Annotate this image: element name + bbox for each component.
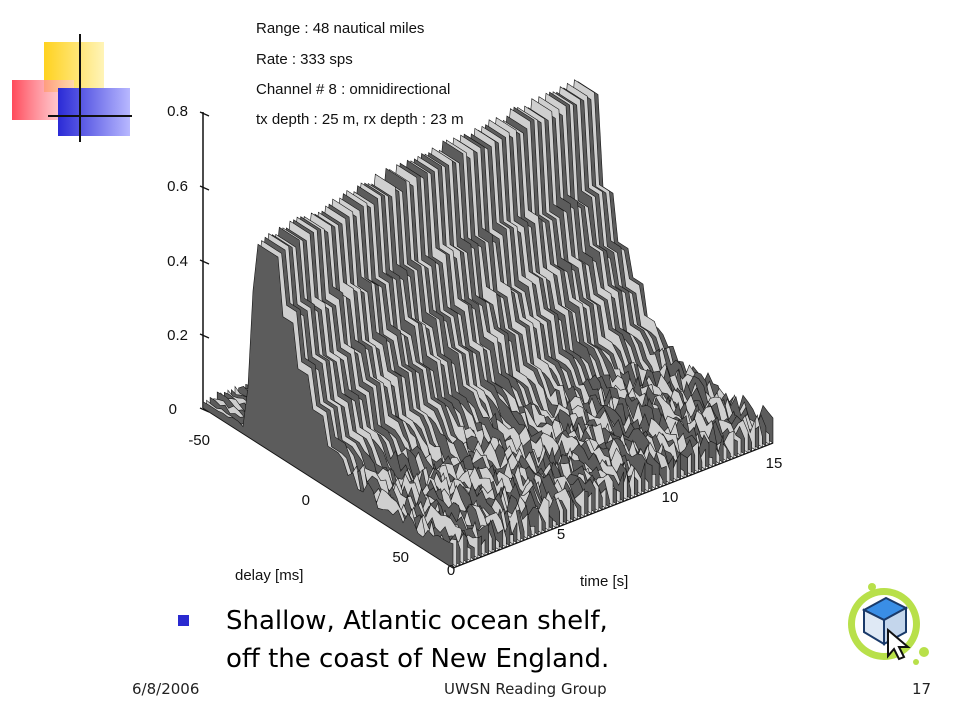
- info-range: Range : 48 nautical miles: [256, 20, 424, 37]
- footer-title: UWSN Reading Group: [444, 680, 607, 698]
- z-tick-mark: [199, 111, 210, 117]
- time-tick-15: 15: [766, 455, 783, 472]
- time-tick-5: 5: [557, 526, 565, 543]
- z-tick-0: 0: [169, 401, 177, 418]
- time-tick-10: 10: [662, 489, 679, 506]
- z-tick-0.6: 0.6: [167, 178, 188, 195]
- footer-page-number: 17: [912, 680, 932, 698]
- time-axis-label: time [s]: [580, 573, 628, 590]
- z-tick-0.2: 0.2: [167, 327, 188, 344]
- bullet-line-1: Shallow, Atlantic ocean shelf,: [226, 606, 608, 636]
- z-tick-0.8: 0.8: [167, 103, 188, 120]
- delay-tick-0: 0: [302, 492, 310, 509]
- time-tick-0: 0: [447, 562, 455, 579]
- bullet-line-2: off the coast of New England.: [226, 644, 610, 674]
- z-tick-mark: [199, 333, 210, 339]
- info-rate: Rate : 333 sps: [256, 51, 353, 68]
- z-tick-mark: [199, 185, 210, 191]
- cube-cursor-logo-icon: [848, 583, 929, 665]
- bullet-item: Shallow, Atlantic ocean shelf, off the c…: [226, 602, 826, 678]
- delay-axis-label: delay [ms]: [235, 567, 303, 584]
- channel-response-plot: Range : 48 nautical miles Rate : 333 sps…: [150, 0, 810, 600]
- blue-block: [58, 88, 130, 136]
- decorative-blocks: [12, 34, 132, 142]
- surface-slice: [202, 243, 454, 569]
- z-tick-0.4: 0.4: [167, 253, 188, 270]
- footer-date: 6/8/2006: [132, 680, 200, 698]
- info-depth: tx depth : 25 m, rx depth : 23 m: [256, 111, 464, 128]
- delay-tick-50: 50: [392, 549, 409, 566]
- z-tick-mark: [199, 259, 210, 265]
- info-channel: Channel # 8 : omnidirectional: [256, 81, 450, 98]
- bullet-square-icon: [178, 615, 189, 626]
- delay-tick-neg50: -50: [188, 432, 210, 449]
